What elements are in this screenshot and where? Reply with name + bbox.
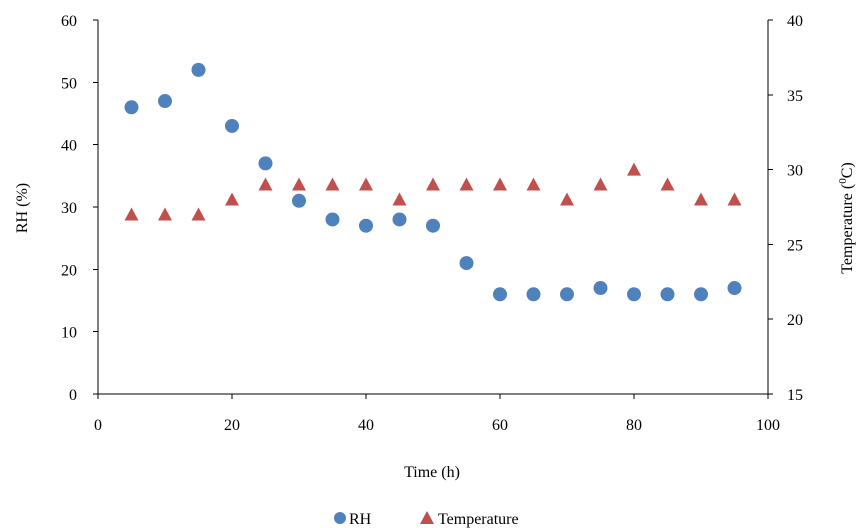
rh-point: [359, 218, 373, 233]
rh-point: [258, 156, 273, 171]
ticks: 0 20 40 60 80 100 0 10 20 30 40 50 60 15 20 25 30 35 40: [61, 13, 803, 434]
x-tick-label: 40: [358, 417, 374, 434]
rh-point: [392, 212, 407, 227]
rh-point: [225, 118, 239, 133]
temperature-point: [660, 177, 675, 191]
temperature-point: [292, 177, 306, 191]
x-tick-label: 80: [626, 417, 642, 434]
x-tick-label: 20: [224, 417, 240, 434]
y-tick-label: 30: [61, 200, 77, 217]
rh-point: [426, 218, 440, 233]
temperature-point: [459, 177, 474, 191]
rh-point: [191, 62, 206, 77]
x-axis-title: Time (h): [404, 464, 460, 481]
y2-tick-label: 40: [787, 13, 803, 30]
legend-marker-temperature: [420, 511, 434, 524]
rh-point: [560, 287, 574, 302]
x-tick-label: 100: [756, 417, 780, 434]
temperature-point: [158, 207, 172, 221]
temperature-point: [359, 177, 373, 191]
temperature-point: [627, 162, 641, 176]
temperature-point: [426, 177, 440, 191]
rh-point: [158, 94, 172, 109]
y-axis-title: RH (%): [14, 183, 31, 233]
legend: RH Temperature: [334, 511, 519, 528]
rh-point: [459, 256, 474, 271]
y-tick-label: 10: [61, 325, 77, 342]
temperature-point: [124, 207, 139, 221]
y-tick-label: 40: [61, 138, 77, 155]
rh-point: [727, 281, 742, 296]
temperature-point: [325, 177, 340, 191]
y2-axis-title-sup: 0: [837, 178, 849, 184]
y2-axis-title-tail: C): [839, 162, 856, 178]
rh-point: [292, 193, 306, 208]
rh-point: [124, 100, 139, 115]
rh-point: [593, 281, 608, 296]
y2-axis-title-main: Temperature (: [839, 184, 856, 274]
y2-axis-title: Temperature (0C): [837, 162, 856, 273]
temperature-point: [258, 177, 273, 191]
y-tick-label: 0: [69, 387, 77, 404]
x-tick-label: 0: [94, 417, 102, 434]
y-tick-label: 20: [61, 262, 77, 279]
y2-tick-label: 20: [787, 312, 803, 329]
y2-tick-label: 35: [787, 88, 803, 105]
temperature-point: [392, 192, 407, 206]
y2-tick-label: 15: [787, 387, 803, 404]
rh-point: [694, 287, 708, 302]
temperature-point: [694, 192, 708, 206]
temperature-point: [526, 177, 541, 191]
y-tick-label: 60: [61, 13, 77, 30]
temperature-point: [225, 192, 239, 206]
y-tick-label: 50: [61, 75, 77, 92]
temperature-point: [191, 207, 206, 221]
rh-point: [325, 212, 340, 227]
legend-label-rh: RH: [349, 511, 372, 528]
temperature-point: [560, 192, 574, 206]
rh-point: [660, 287, 675, 302]
rh-point: [627, 287, 641, 302]
x-tick-label: 60: [492, 417, 508, 434]
legend-label-temperature: Temperature: [438, 511, 519, 528]
y2-tick-label: 25: [787, 237, 803, 254]
rh-point: [526, 287, 541, 302]
temperature-point: [593, 177, 608, 191]
y2-tick-label: 30: [787, 163, 803, 180]
legend-marker-rh: [334, 512, 346, 524]
temperature-point: [727, 192, 742, 206]
temperature-point: [493, 177, 507, 191]
rh-point: [493, 287, 507, 302]
data-marks: [124, 62, 742, 302]
